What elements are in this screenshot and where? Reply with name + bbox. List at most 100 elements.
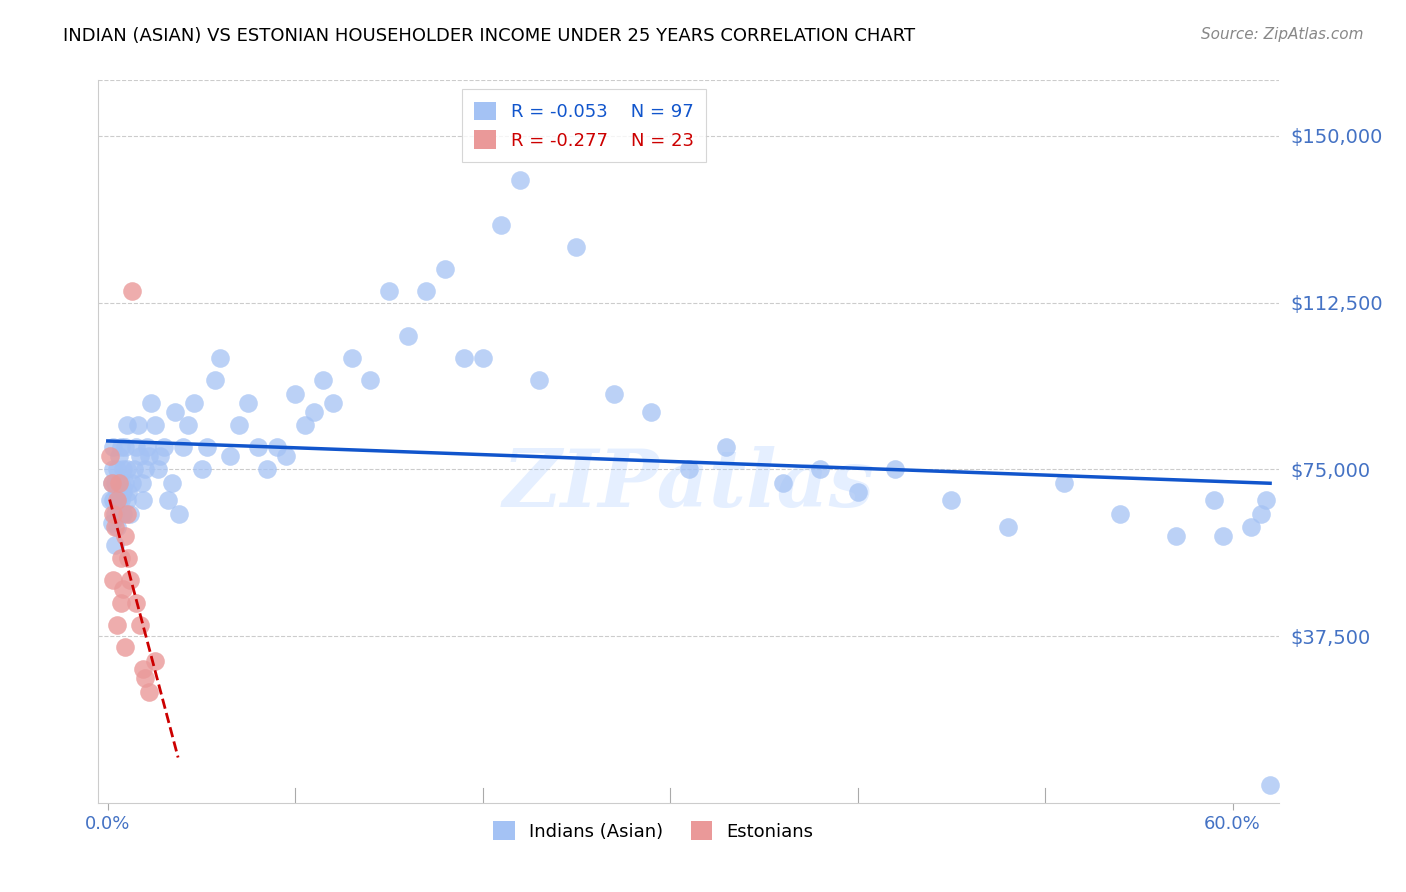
Point: [396, 329, 419, 343]
Point: [105, 618, 128, 632]
Point: [128, 618, 150, 632]
Point: [121, 285, 143, 299]
Point: [132, 662, 155, 676]
Point: [98, 449, 121, 463]
Point: [120, 507, 142, 521]
Point: [1212, 529, 1234, 543]
Point: [603, 386, 626, 401]
Point: [134, 671, 156, 685]
Point: [108, 493, 131, 508]
Point: [997, 520, 1019, 534]
Point: [359, 373, 381, 387]
Point: [209, 351, 232, 366]
Legend: Indians (Asian), Estonians: Indians (Asian), Estonians: [486, 814, 821, 848]
Point: [104, 520, 127, 534]
Point: [122, 462, 145, 476]
Point: [131, 475, 153, 490]
Point: [114, 640, 136, 655]
Point: [1240, 520, 1263, 534]
Point: [114, 440, 136, 454]
Point: [716, 440, 738, 454]
Point: [471, 351, 494, 366]
Point: [491, 218, 513, 232]
Point: [110, 493, 132, 508]
Point: [312, 373, 335, 387]
Point: [165, 404, 187, 418]
Point: [266, 440, 288, 454]
Point: [108, 475, 131, 490]
Point: [941, 493, 963, 508]
Point: [120, 574, 142, 588]
Point: [190, 462, 212, 476]
Point: [125, 596, 148, 610]
Point: [884, 462, 907, 476]
Point: [160, 475, 183, 490]
Point: [1053, 475, 1076, 490]
Text: INDIAN (ASIAN) VS ESTONIAN HOUSEHOLDER INCOME UNDER 25 YEARS CORRELATION CHART: INDIAN (ASIAN) VS ESTONIAN HOUSEHOLDER I…: [63, 27, 915, 45]
Point: [246, 440, 269, 454]
Point: [127, 417, 149, 432]
Point: [103, 462, 125, 476]
Point: [114, 475, 136, 490]
Point: [138, 449, 160, 463]
Point: [114, 529, 136, 543]
Point: [100, 475, 122, 490]
Point: [117, 484, 139, 499]
Point: [115, 507, 138, 521]
Point: [105, 484, 128, 499]
Point: [110, 551, 132, 566]
Point: [149, 449, 172, 463]
Point: [284, 386, 307, 401]
Point: [105, 520, 128, 534]
Point: [100, 475, 122, 490]
Point: [111, 507, 134, 521]
Point: [103, 574, 125, 588]
Point: [98, 493, 121, 508]
Point: [136, 440, 159, 454]
Point: [110, 440, 132, 454]
Point: [1109, 507, 1132, 521]
Point: [172, 440, 194, 454]
Point: [132, 493, 155, 508]
Point: [105, 493, 128, 508]
Point: [110, 596, 132, 610]
Point: [302, 404, 325, 418]
Point: [103, 507, 125, 521]
Point: [218, 449, 240, 463]
Point: [274, 449, 297, 463]
Point: [110, 475, 132, 490]
Point: [434, 262, 457, 277]
Point: [115, 462, 138, 476]
Point: [1258, 778, 1281, 792]
Point: [103, 493, 125, 508]
Point: [1250, 507, 1272, 521]
Point: [195, 440, 218, 454]
Point: [1202, 493, 1225, 508]
Text: Source: ZipAtlas.com: Source: ZipAtlas.com: [1201, 27, 1364, 42]
Point: [322, 395, 344, 409]
Point: [139, 395, 162, 409]
Point: [238, 395, 260, 409]
Point: [134, 462, 156, 476]
Point: [256, 462, 278, 476]
Point: [138, 684, 160, 698]
Point: [100, 516, 122, 530]
Point: [453, 351, 475, 366]
Point: [294, 417, 316, 432]
Point: [678, 462, 700, 476]
Point: [509, 173, 531, 187]
Point: [104, 475, 127, 490]
Point: [108, 449, 131, 463]
Point: [143, 417, 166, 432]
Point: [1166, 529, 1188, 543]
Point: [121, 475, 143, 490]
Point: [228, 417, 250, 432]
Point: [167, 507, 190, 521]
Point: [340, 351, 363, 366]
Point: [415, 285, 437, 299]
Point: [104, 507, 127, 521]
Point: [148, 462, 170, 476]
Point: [808, 462, 831, 476]
Point: [378, 285, 401, 299]
Point: [115, 417, 138, 432]
